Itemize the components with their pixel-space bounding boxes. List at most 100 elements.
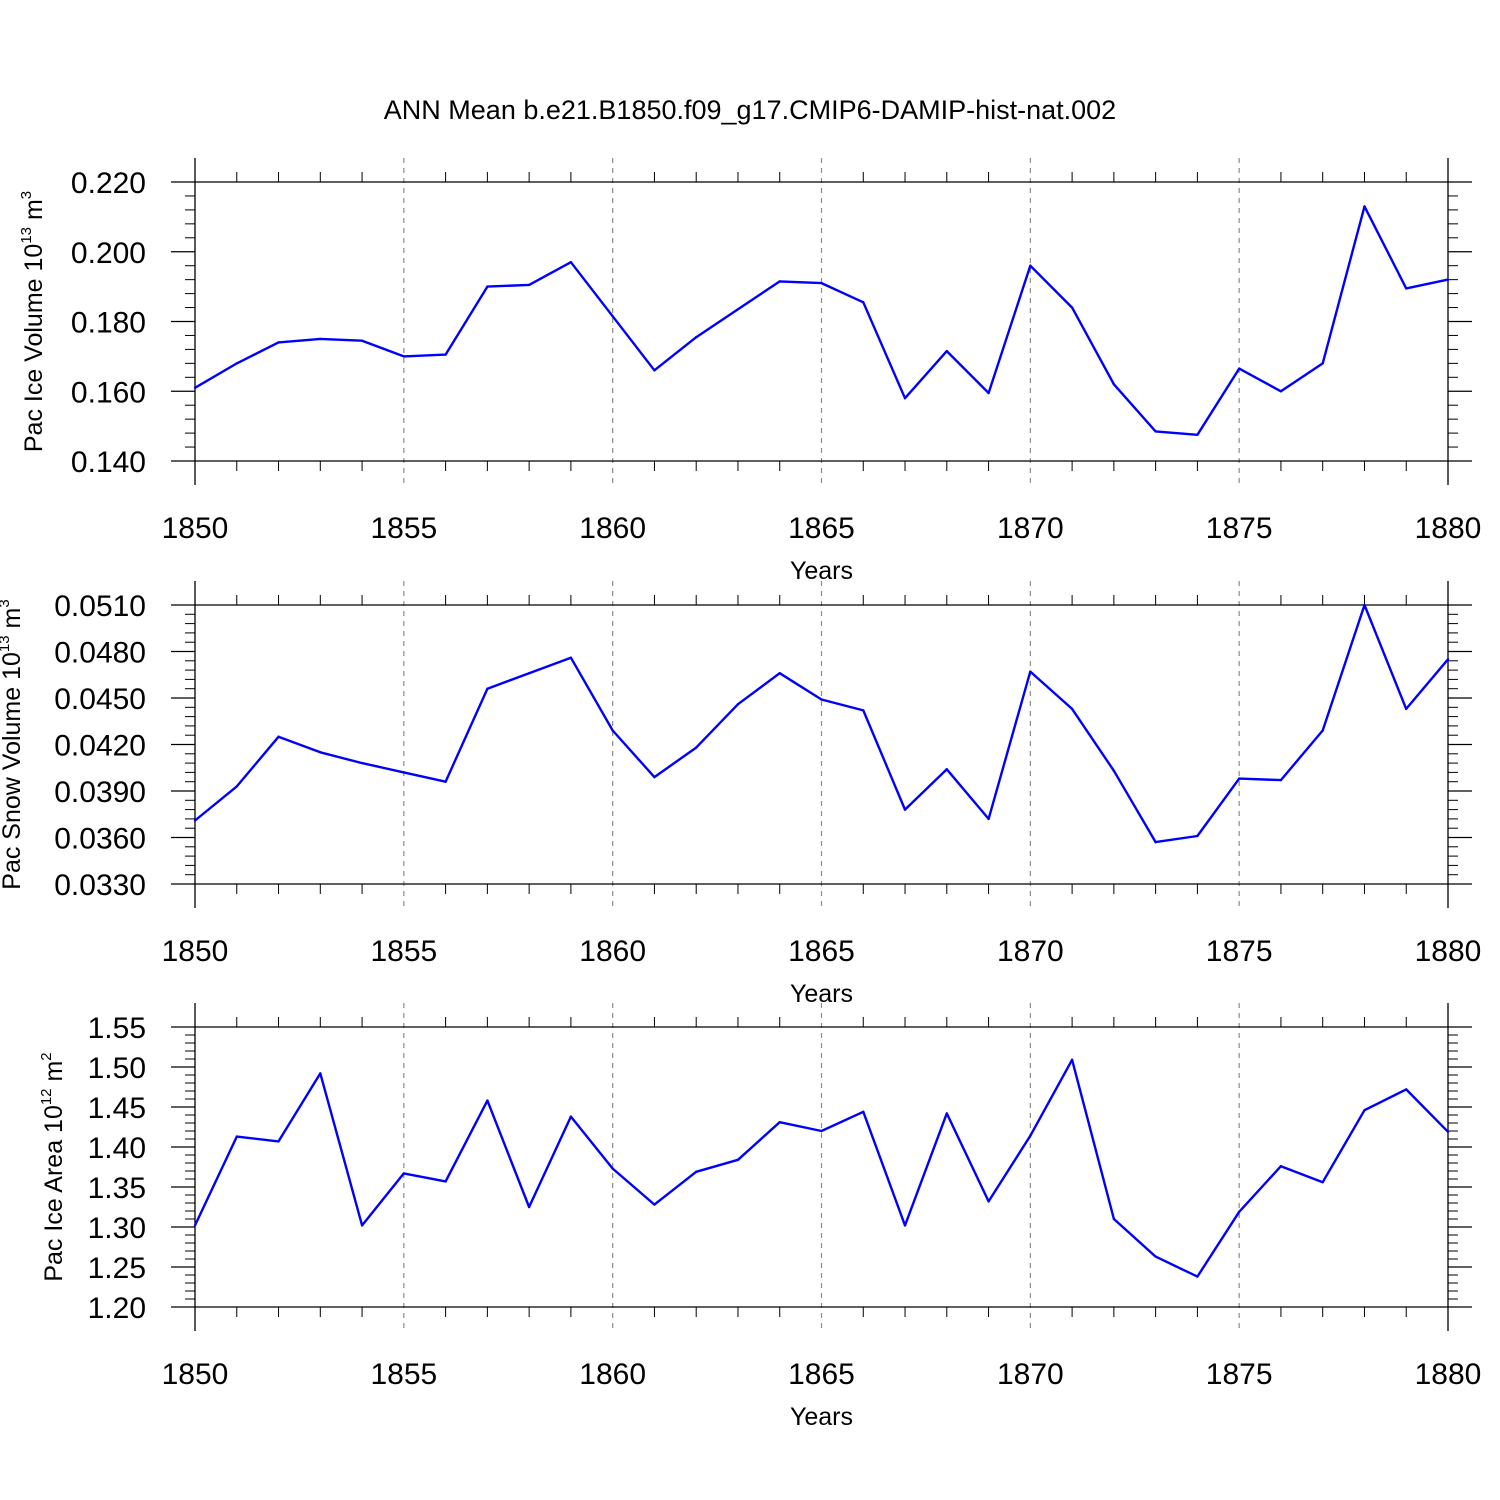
data-point <box>193 819 197 822</box>
data-point <box>987 391 990 395</box>
y-tick-label: 0.0330 <box>54 869 146 902</box>
data-point <box>611 315 614 318</box>
data-point <box>569 1115 573 1118</box>
x-tick-label: 1860 <box>579 1358 646 1391</box>
data-point <box>486 285 489 288</box>
data-point <box>903 1224 907 1227</box>
data-point <box>653 775 656 779</box>
data-point <box>527 672 531 675</box>
chart-panel-1: 1850 1855 1860 1865 1870 1875 1880 0.140 0.160 0.… <box>18 158 1481 585</box>
x-tick-label: 1870 <box>997 512 1064 545</box>
data-point <box>1363 1109 1366 1112</box>
data-point <box>527 283 531 287</box>
y-tick-label: 1.20 <box>88 1292 146 1325</box>
data-point <box>611 729 614 732</box>
data-point <box>611 1167 614 1170</box>
data-point <box>193 386 197 389</box>
data-point <box>1070 707 1074 711</box>
data-point <box>1154 1255 1157 1258</box>
x-tick-label: 1870 <box>997 1358 1064 1391</box>
y-tick-label: 0.140 <box>71 446 146 479</box>
data-point <box>862 709 865 712</box>
data-point <box>945 1112 948 1115</box>
data-point <box>527 1205 531 1209</box>
data-point <box>945 768 948 771</box>
y-tick-label: 0.0390 <box>54 776 146 809</box>
data-point <box>277 735 280 738</box>
y-axis-label: Pac Ice Area 1012 m2 <box>38 1052 68 1281</box>
data-point <box>444 780 447 783</box>
data-point <box>903 397 907 400</box>
data-point <box>695 1170 698 1174</box>
y-tick-label: 0.200 <box>71 237 146 270</box>
y-tick-label: 1.35 <box>88 1172 146 1205</box>
data-point <box>1321 729 1324 732</box>
y-tick-label: 0.0420 <box>54 730 146 763</box>
data-point <box>360 761 364 765</box>
y-axis-label: Pac Ice Volume 1013 m3 <box>18 191 48 452</box>
y-tick-label: 1.45 <box>88 1092 146 1125</box>
x-tick-label: 1865 <box>788 1358 855 1391</box>
y-tick-label: 0.0450 <box>54 683 146 716</box>
data-point <box>402 771 406 774</box>
x-tick-label: 1855 <box>370 935 437 968</box>
y-tick-label: 0.220 <box>71 167 146 200</box>
x-tick-label: 1850 <box>162 1358 229 1391</box>
data-point <box>1070 306 1074 309</box>
data-point <box>360 339 364 342</box>
chart-title: ANN Mean b.e21.B1850.f09_g17.CMIP6-DAMIP… <box>384 95 1116 125</box>
data-point <box>1321 1181 1324 1184</box>
data-point <box>569 261 573 264</box>
y-tick-label: 1.25 <box>88 1252 146 1285</box>
x-tick-label: 1850 <box>162 935 229 968</box>
data-point <box>653 1203 656 1206</box>
chart-panel-3: 1850 1855 1860 1865 1870 1875 1880 1.20 1.25 1.30… <box>38 1003 1481 1431</box>
data-point <box>1363 603 1366 607</box>
data-point <box>778 1121 781 1124</box>
data-point <box>1405 1088 1408 1091</box>
data-point <box>402 355 406 358</box>
data-point <box>360 1224 364 1227</box>
data-point <box>778 280 781 283</box>
x-tick-label: 1875 <box>1206 935 1273 968</box>
data-point <box>862 301 865 304</box>
x-tick-label: 1850 <box>162 512 229 545</box>
data-point <box>653 369 656 372</box>
data-point <box>820 698 823 701</box>
data-point <box>402 1172 406 1175</box>
data-point <box>1112 383 1116 386</box>
x-tick-label: 1870 <box>997 935 1064 968</box>
data-point <box>1446 658 1450 661</box>
y-tick-label: 0.180 <box>71 307 146 340</box>
data-point <box>1196 433 1199 437</box>
data-point <box>235 785 238 788</box>
data-point <box>1112 769 1116 773</box>
data-point <box>1405 707 1408 711</box>
x-tick-label: 1855 <box>370 1358 437 1391</box>
data-point <box>486 1099 489 1102</box>
chart-panel-2: 1850 1855 1860 1865 1870 1875 1880 0.0330 0.0360… <box>0 581 1481 1008</box>
x-tick-label: 1865 <box>788 512 855 545</box>
data-point <box>1237 777 1241 780</box>
data-point <box>695 746 698 749</box>
x-tick-label: 1875 <box>1206 512 1273 545</box>
data-point <box>235 362 238 365</box>
data-point <box>1237 367 1241 370</box>
data-point <box>444 1180 447 1183</box>
y-tick-label: 1.50 <box>88 1052 146 1085</box>
y-tick-label: 1.55 <box>88 1012 146 1045</box>
data-point <box>1112 1217 1116 1221</box>
data-point <box>1321 362 1324 365</box>
y-tick-label: 0.0510 <box>54 590 146 623</box>
data-point <box>987 817 990 821</box>
data-point <box>569 656 573 659</box>
y-axis-label: Pac Snow Volume 1013 m3 <box>0 599 26 889</box>
x-tick-label: 1875 <box>1206 1358 1273 1391</box>
data-point <box>1196 1275 1199 1278</box>
data-point <box>820 281 823 285</box>
data-point <box>277 341 280 344</box>
x-tick-label: 1860 <box>579 512 646 545</box>
data-point <box>1446 278 1450 281</box>
data-point <box>862 1110 865 1114</box>
